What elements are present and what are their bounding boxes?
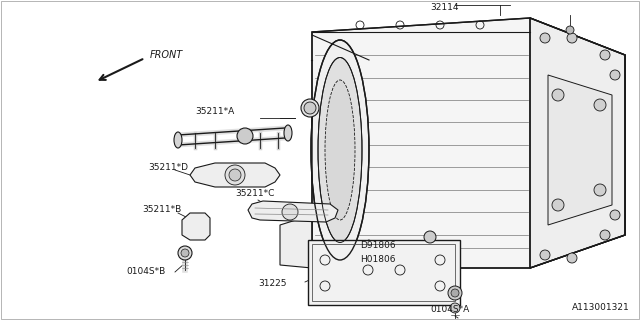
Circle shape [600,50,610,60]
Ellipse shape [225,165,245,185]
Polygon shape [280,215,312,268]
Text: D91806: D91806 [360,241,396,250]
Circle shape [178,246,192,260]
Text: 35211*B: 35211*B [142,205,181,214]
Text: 35211*A: 35211*A [195,108,234,116]
Circle shape [237,128,253,144]
Circle shape [594,99,606,111]
Circle shape [567,33,577,43]
Circle shape [540,250,550,260]
Circle shape [448,286,462,300]
Polygon shape [190,163,280,187]
Ellipse shape [174,132,182,148]
Text: H01806: H01806 [360,255,396,265]
Circle shape [552,89,564,101]
Text: 0104S*A: 0104S*A [430,306,469,315]
Circle shape [181,249,189,257]
Circle shape [424,231,436,243]
Ellipse shape [325,80,355,220]
Text: FRONT: FRONT [150,50,183,60]
Circle shape [567,253,577,263]
Ellipse shape [229,169,241,181]
Circle shape [594,184,606,196]
Polygon shape [530,18,625,268]
Circle shape [610,70,620,80]
Polygon shape [312,18,625,268]
Circle shape [610,210,620,220]
Text: 35211*D: 35211*D [148,164,188,172]
Polygon shape [548,75,612,225]
Circle shape [552,199,564,211]
Ellipse shape [301,99,319,117]
Text: 31225: 31225 [258,278,287,287]
Polygon shape [248,201,338,222]
Circle shape [566,26,574,34]
Ellipse shape [311,40,369,260]
Ellipse shape [304,102,316,114]
Text: 32114: 32114 [430,4,458,12]
Ellipse shape [318,58,362,243]
Text: A113001321: A113001321 [572,303,630,312]
Circle shape [451,289,459,297]
Text: 35211*C: 35211*C [235,188,275,197]
Text: 0104S*B: 0104S*B [126,268,165,276]
Polygon shape [308,240,460,305]
Circle shape [450,303,460,313]
Polygon shape [182,213,210,240]
Ellipse shape [282,204,298,220]
Circle shape [540,33,550,43]
Circle shape [600,230,610,240]
Ellipse shape [284,125,292,141]
